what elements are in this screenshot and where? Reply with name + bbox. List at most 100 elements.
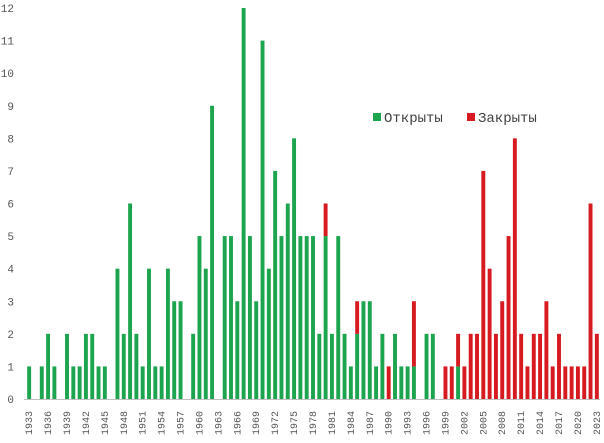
bar-opened — [39, 366, 44, 399]
x-tick-label: 1966 — [233, 411, 244, 435]
x-tick-label: 2005 — [479, 411, 490, 435]
bar-opened — [27, 366, 32, 399]
bar-opened — [46, 333, 51, 399]
bar-opened — [311, 236, 315, 399]
bar-opened — [172, 301, 177, 399]
x-tick-label: 1975 — [290, 411, 301, 435]
y-tick-label: 11 — [1, 37, 15, 49]
bar-closed — [582, 366, 587, 399]
x-tick-label: 1963 — [214, 411, 225, 435]
x-tick-label: 1960 — [195, 411, 206, 435]
y-tick-label: 7 — [7, 167, 14, 179]
bar-opened — [336, 236, 341, 399]
x-tick-label: 2020 — [574, 411, 585, 435]
bar-opened — [292, 138, 297, 400]
bar-opened — [134, 333, 139, 399]
y-tick-label: 3 — [7, 297, 14, 309]
bar-opened — [361, 301, 366, 399]
bar-opened — [329, 333, 334, 399]
bar-closed — [506, 236, 511, 399]
bar-closed — [563, 366, 568, 399]
bar-opened — [140, 366, 145, 399]
x-tick-label: 1951 — [139, 411, 150, 435]
bar-opened — [65, 333, 69, 399]
x-tick-label: 1987 — [366, 411, 377, 435]
x-tick-label: 1969 — [252, 411, 263, 435]
y-tick-label: 6 — [7, 200, 14, 212]
y-tick-label: 0 — [7, 395, 14, 407]
bar-opened — [317, 333, 322, 399]
x-tick-label: 2023 — [593, 411, 604, 435]
bar-opened — [430, 333, 435, 399]
x-tick-label: 2002 — [460, 411, 471, 435]
bar-opened — [285, 203, 290, 399]
bar-closed — [468, 333, 473, 399]
x-tick-label: 1999 — [441, 411, 452, 435]
x-tick-label: 1984 — [347, 411, 358, 435]
bar-closed — [569, 366, 574, 399]
x-tick-label: 1981 — [328, 411, 339, 435]
x-tick-label: 2011 — [517, 411, 528, 435]
bar-opened — [165, 268, 170, 399]
y-tick-label: 8 — [7, 134, 14, 146]
bar-opened — [411, 366, 416, 399]
bar-closed — [544, 301, 549, 399]
bar-opened — [121, 333, 126, 399]
bar-opened — [279, 236, 284, 399]
bar-opened — [405, 366, 410, 399]
x-tick-label: 1945 — [101, 411, 112, 435]
bar-closed — [411, 301, 416, 367]
x-tick-label: 2014 — [536, 411, 547, 435]
y-tick-label: 4 — [7, 265, 14, 277]
bar-opened — [266, 268, 271, 399]
bar-closed — [493, 333, 498, 399]
bar-closed — [525, 366, 530, 399]
bar-opened — [159, 366, 164, 399]
bar-opened — [348, 366, 353, 399]
legend-swatch-closed — [467, 113, 475, 121]
bar-opened — [147, 268, 151, 399]
bar-closed — [386, 366, 391, 399]
bar-opened — [222, 236, 227, 399]
bar-opened — [191, 333, 196, 399]
bar-closed — [588, 203, 593, 399]
x-tick-label: 1957 — [177, 411, 188, 435]
bar-closed — [475, 333, 479, 399]
bar-opened — [304, 236, 309, 399]
bar-opened — [367, 301, 372, 399]
bar-closed — [594, 333, 599, 399]
bar-opened — [115, 268, 120, 399]
y-tick-label: 1 — [7, 362, 14, 374]
y-tick-label: 12 — [1, 4, 14, 16]
bar-closed — [512, 138, 517, 400]
bar-opened — [298, 236, 303, 399]
x-tick-label: 1948 — [120, 411, 131, 435]
y-tick-label: 10 — [1, 69, 14, 81]
bar-closed — [531, 333, 536, 399]
bar-opened — [90, 333, 95, 399]
y-tick-label: 2 — [7, 330, 14, 342]
bar-closed — [575, 366, 580, 399]
bar-opened — [128, 203, 133, 399]
bar-closed — [557, 333, 561, 399]
y-tick-label: 5 — [7, 232, 14, 244]
bar-closed — [487, 268, 492, 399]
bar-opened — [77, 366, 82, 399]
bar-closed — [519, 333, 524, 399]
bar-opened — [355, 333, 360, 399]
bar-opened — [229, 236, 233, 399]
x-tick-label: 1978 — [309, 411, 320, 435]
x-tick-label: 1933 — [25, 411, 36, 435]
bar-closed — [481, 170, 486, 399]
legend-swatch-opened — [373, 113, 381, 121]
bar-opened — [342, 333, 347, 399]
bar-opened — [83, 333, 88, 399]
bar-opened — [203, 268, 208, 399]
bar-closed — [500, 301, 505, 399]
bar-opened — [374, 366, 379, 399]
x-tick-label: 1996 — [423, 411, 434, 435]
legend-label-closed: Закрыты — [478, 111, 537, 127]
bar-closed — [550, 366, 555, 399]
y-tick-label: 9 — [7, 102, 14, 114]
